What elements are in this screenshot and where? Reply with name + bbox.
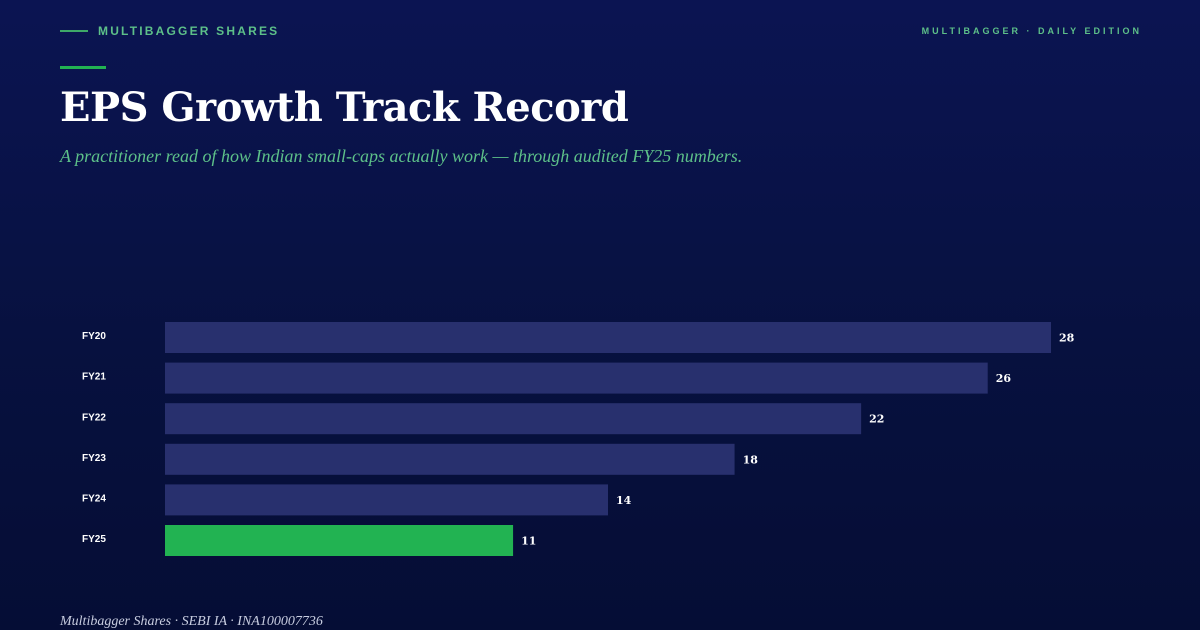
bar-fy20 [165, 322, 1051, 353]
value-label-fy24: 14 [616, 494, 632, 507]
category-label-fy24: FY24 [82, 494, 106, 505]
value-label-fy21: 26 [996, 372, 1012, 385]
category-label-fy22: FY22 [82, 412, 106, 423]
value-label-fy22: 22 [869, 413, 884, 426]
page-subtitle: A practitioner read of how Indian small-… [60, 146, 743, 166]
brand-rule [60, 30, 88, 32]
bar-fy24 [165, 484, 608, 516]
value-label-fy25: 11 [521, 535, 536, 548]
category-label-fy23: FY23 [82, 453, 106, 464]
category-label-fy25: FY25 [82, 534, 106, 545]
bar-fy23 [165, 443, 735, 475]
value-label-fy23: 18 [743, 453, 759, 466]
footer-credit: Multibagger Shares · SEBI IA · INA100007… [60, 614, 323, 629]
brand-name: MULTIBAGGER SHARES [98, 24, 280, 38]
category-label-fy21: FY21 [82, 372, 106, 383]
bar-fy22 [165, 403, 862, 435]
page-title: EPS Growth Track Record [60, 84, 629, 131]
brand-header: MULTIBAGGER SHARES [60, 24, 279, 38]
edition-label: MULTIBAGGER · DAILY EDITION [921, 26, 1142, 36]
category-label-fy20: FY20 [82, 331, 106, 342]
bar-fy25 [165, 525, 514, 556]
title-accent-rule [60, 66, 106, 69]
bar-fy21 [165, 362, 988, 394]
value-label-fy20: 28 [1059, 332, 1075, 345]
